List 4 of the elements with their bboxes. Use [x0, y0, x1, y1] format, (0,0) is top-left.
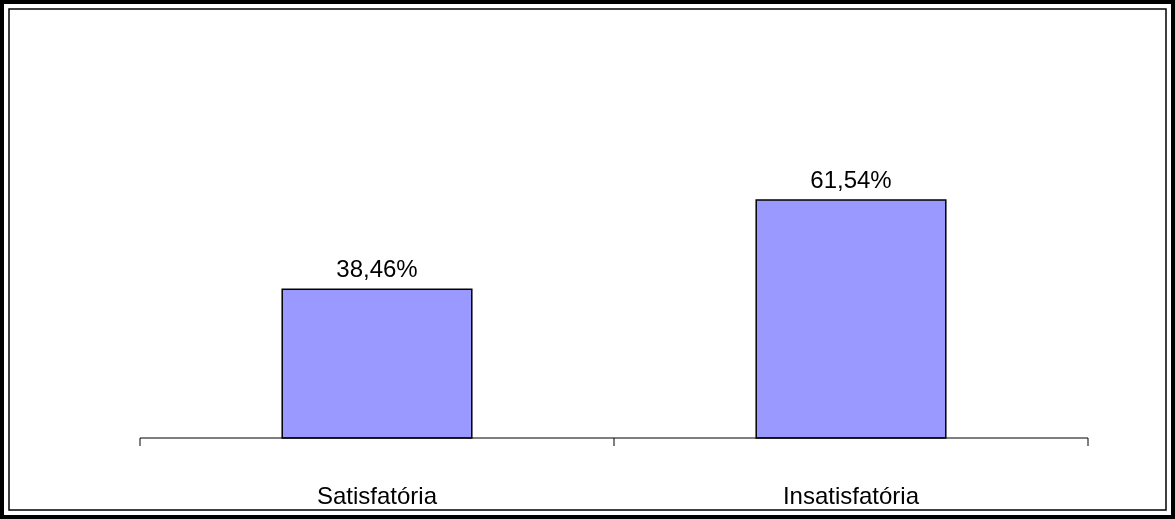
x-tick-label: Satisfatória [316, 482, 438, 509]
data-label: 38,46% [336, 255, 418, 283]
x-tick-label: Insatisfatória [782, 482, 920, 509]
data-label: 61,54% [810, 166, 892, 193]
